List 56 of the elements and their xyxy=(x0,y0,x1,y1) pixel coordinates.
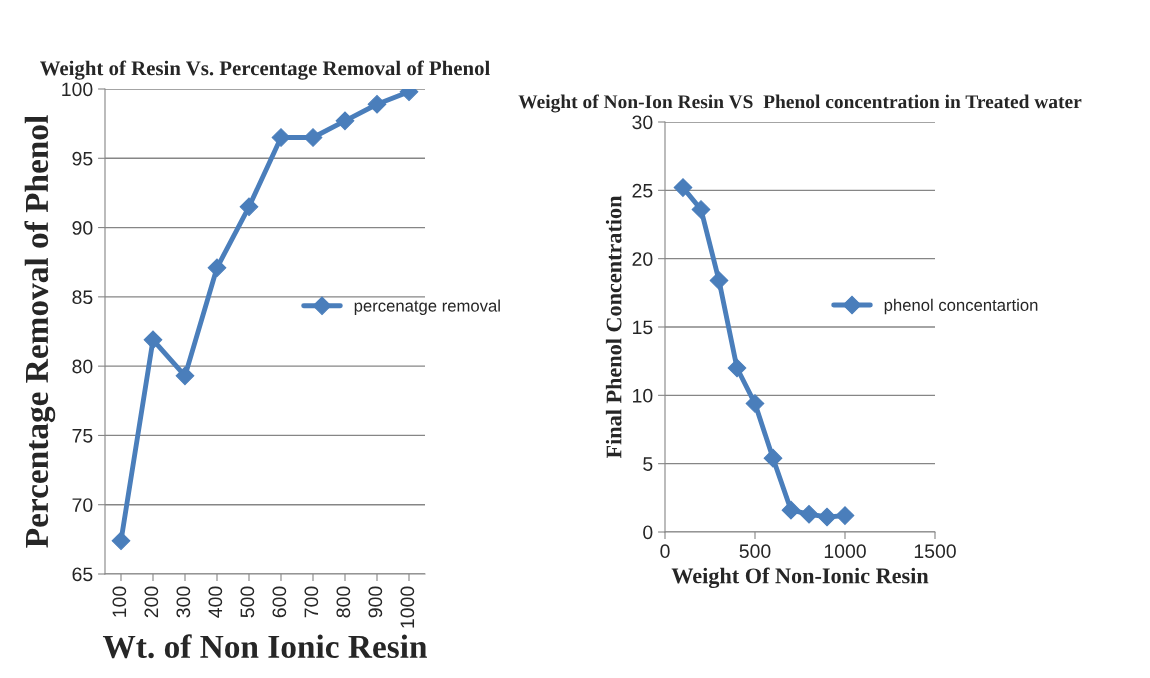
x-tick-label: 500 xyxy=(240,586,255,618)
point xyxy=(763,448,783,468)
point xyxy=(745,394,765,413)
point xyxy=(239,197,259,217)
y-axis-title: Final Phenol Concentration xyxy=(605,195,622,459)
y-tick-label: 0 xyxy=(643,525,653,540)
x-tick-label: 1000 xyxy=(824,544,866,559)
point xyxy=(727,358,747,378)
point xyxy=(111,531,131,551)
x-tick-label: 500 xyxy=(739,544,771,559)
point xyxy=(709,271,729,290)
point xyxy=(817,507,837,527)
x-tick-label: 1500 xyxy=(914,544,956,559)
legend-label: percenatge removal xyxy=(354,299,500,316)
y-tick-label: 5 xyxy=(643,457,653,471)
point xyxy=(175,366,195,386)
point xyxy=(799,504,819,524)
point xyxy=(303,128,323,147)
x-tick-label: 600 xyxy=(272,586,287,618)
point xyxy=(271,128,291,147)
x-tick-label: 0 xyxy=(660,544,670,559)
y-tick-label: 100 xyxy=(62,82,93,97)
y-tick-label: 20 xyxy=(632,252,653,266)
x-tick-label: 300 xyxy=(176,586,191,618)
point xyxy=(691,200,711,219)
y-tick-label: 95 xyxy=(72,151,93,166)
x-tick-label: 800 xyxy=(336,586,351,618)
point xyxy=(143,330,163,350)
y-tick-label: 65 xyxy=(72,567,93,582)
x-axis-title: Weight Of Non-Ionic Resin xyxy=(671,567,929,589)
x-tick-label: 100 xyxy=(112,586,127,617)
y-tick-label: 90 xyxy=(72,221,93,235)
chart-title: Weight of Resin Vs. Percentage Removal of Phenol xyxy=(40,60,490,80)
x-tick-label: 900 xyxy=(368,586,383,618)
y-tick-label: 80 xyxy=(72,359,93,374)
point xyxy=(835,506,855,525)
x-axis-title: Wt. of Non Ionic Resin xyxy=(102,634,428,659)
x-tick-label: 400 xyxy=(208,586,223,618)
point xyxy=(673,178,693,197)
y-tick-label: 15 xyxy=(633,320,653,335)
y-tick-label: 75 xyxy=(72,429,93,443)
chart-title: Weight of Non-Ion Resin VS Phenol concentration in Treated water xyxy=(518,94,1082,113)
y-tick-label: 30 xyxy=(632,115,653,130)
legend-label: phenol concentartion xyxy=(884,298,1038,315)
point xyxy=(367,94,387,114)
y-tick-label: 70 xyxy=(72,498,93,512)
point xyxy=(207,258,227,278)
x-tick-label: 1000 xyxy=(400,586,415,628)
x-tick-label: 700 xyxy=(304,586,319,618)
y-tick-label: 25 xyxy=(632,183,653,198)
point xyxy=(781,500,801,520)
y-tick-label: 10 xyxy=(633,388,653,403)
y-tick-label: 85 xyxy=(72,290,93,305)
point xyxy=(335,111,355,131)
x-tick-label: 200 xyxy=(144,586,159,618)
y-axis-title: Percentage Removal of Phenol xyxy=(24,115,56,548)
